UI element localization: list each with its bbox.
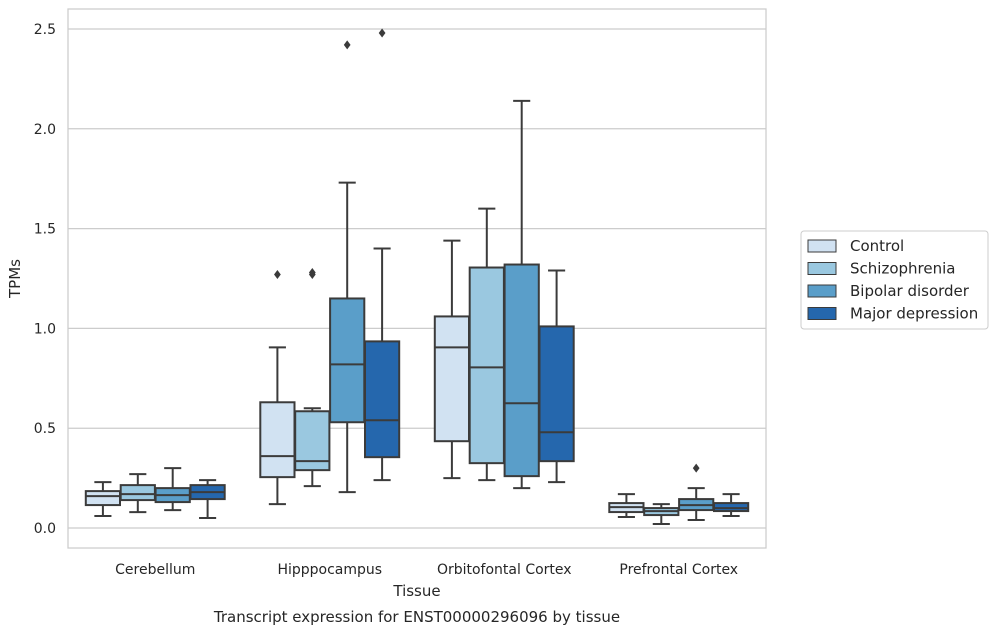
box-group: [189, 479, 226, 520]
y-tick-label: 0.0: [34, 521, 56, 537]
box: [329, 297, 366, 424]
outlier-point: [274, 270, 281, 280]
box: [538, 325, 575, 463]
box: [363, 340, 401, 459]
x-axis-label: Tissue: [392, 582, 440, 600]
box-group: [154, 467, 191, 512]
box: [259, 401, 296, 479]
y-tick-label: 2.5: [34, 22, 56, 38]
legend-swatch: [807, 262, 837, 275]
y-tick-labels: 0.0 0.5 1.0 1.5 2.0 2.5: [34, 22, 56, 537]
box-group: [678, 463, 715, 522]
box: [433, 315, 471, 443]
box-group: [608, 493, 645, 519]
outlier-point: [308, 268, 316, 278]
box-group: [363, 28, 401, 482]
box: [84, 490, 122, 507]
y-grid: [68, 28, 766, 529]
box-group: [433, 239, 471, 480]
outlier-point: [343, 40, 351, 50]
boxes: [84, 28, 750, 526]
legend: Control Schizophrenia Bipolar disorder Majo…: [800, 230, 989, 330]
legend-label: Major depression: [850, 305, 978, 323]
x-tick-label: Hipppocampus: [277, 562, 382, 578]
x-tick-label: Prefrontal Cortex: [619, 562, 738, 578]
legend-swatch: [807, 239, 837, 253]
y-axis-label: TPMs: [6, 259, 24, 299]
outlier-point: [378, 28, 386, 38]
y-tick-label: 1.5: [34, 222, 56, 238]
box-group: [119, 473, 156, 514]
box-group: [84, 481, 122, 518]
plot-area: [67, 8, 767, 549]
box-group: [503, 99, 540, 490]
box: [119, 484, 156, 502]
legend-label: Schizophrenia: [850, 260, 955, 278]
legend-label: Bipolar disorder: [850, 282, 970, 300]
legend-label: Control: [850, 237, 904, 255]
box-group: [259, 270, 296, 506]
box: [503, 263, 540, 478]
y-tick-label: 2.0: [34, 122, 56, 138]
x-tick-labels: Cerebellum Hipppocampus Orbitofontal Corte…: [115, 562, 738, 578]
box-group: [294, 268, 331, 488]
figure-caption: Transcript expression for ENST0000029609…: [213, 608, 620, 626]
box-group: [643, 503, 680, 526]
x-tick-label: Orbitofontal Cortex: [437, 562, 572, 578]
legend-swatch: [807, 284, 837, 298]
box: [468, 266, 505, 465]
legend-frame: [800, 230, 989, 330]
box-group: [468, 207, 505, 482]
y-tick-label: 0.5: [34, 421, 56, 437]
box-group: [329, 40, 366, 494]
outlier-point: [692, 463, 700, 473]
box-group: [712, 493, 750, 518]
legend-swatch: [807, 307, 837, 320]
y-tick-label: 1.0: [34, 321, 56, 337]
box-group: [538, 269, 575, 484]
x-tick-label: Cerebellum: [115, 562, 195, 578]
